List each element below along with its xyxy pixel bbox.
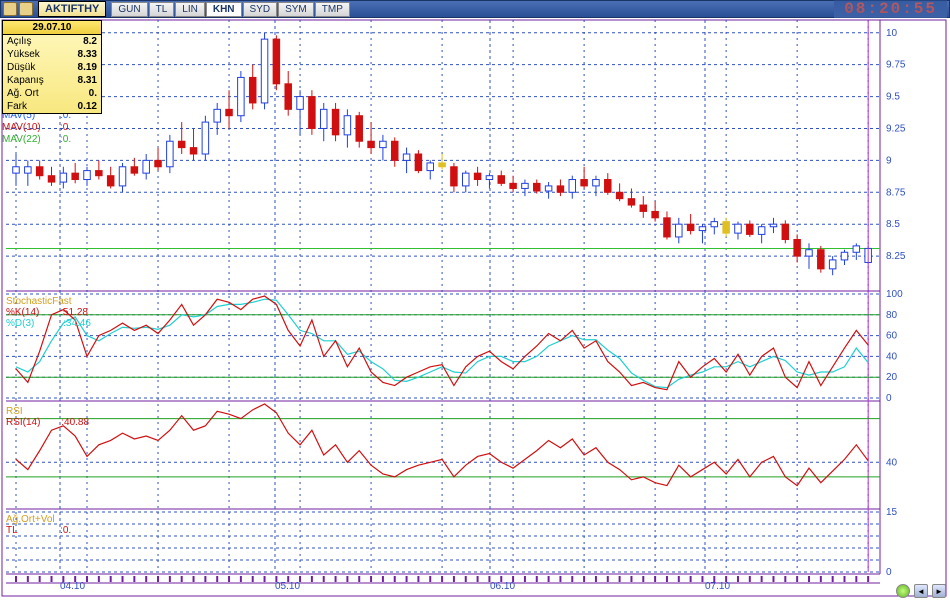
rsi-legend: RSIRSI(14) :40.88	[6, 406, 89, 428]
tab-lin[interactable]: LIN	[175, 2, 205, 17]
tab-gun[interactable]: GUN	[111, 2, 147, 17]
chart-area[interactable]: 8.258.58.7599.259.59.7510020406080100400…	[0, 18, 950, 600]
svg-text:9.5: 9.5	[886, 92, 900, 103]
ohlc-info-box: 29.07.10 Açılış8.2Yüksek8.33Düşük8.19Kap…	[2, 20, 102, 114]
svg-text:40: 40	[886, 351, 898, 362]
svg-text:60: 60	[886, 331, 898, 342]
info-row: Düşük8.19	[3, 61, 101, 74]
info-row: Kapanış8.31	[3, 74, 101, 87]
scroll-left-icon[interactable]: ◄	[914, 584, 928, 598]
svg-text:10: 10	[886, 28, 898, 39]
svg-text:0: 0	[886, 393, 892, 404]
svg-text:100: 100	[886, 289, 903, 300]
tool-icon-2[interactable]	[19, 2, 33, 16]
svg-text:8.5: 8.5	[886, 219, 900, 230]
svg-text:20: 20	[886, 372, 898, 383]
toolbar-icons	[3, 2, 33, 16]
svg-text:40: 40	[886, 457, 898, 468]
tab-syd[interactable]: SYD	[243, 2, 278, 17]
info-row: Fark0.12	[3, 100, 101, 113]
svg-text:8.25: 8.25	[886, 251, 906, 262]
info-row: Açılış8.2	[3, 35, 101, 48]
svg-text:9.75: 9.75	[886, 60, 906, 71]
clock: 08:20:55	[834, 0, 947, 18]
info-row: Ağ. Ort0.	[3, 87, 101, 100]
tab-tmp[interactable]: TMP	[315, 2, 350, 17]
refresh-icon[interactable]	[896, 584, 910, 598]
mav-legend: MAV(5):0.MAV(10):0.MAV(22):0.	[2, 110, 90, 146]
info-row: Yüksek8.33	[3, 48, 101, 61]
scroll-right-icon[interactable]: ►	[932, 584, 946, 598]
info-date: 29.07.10	[3, 21, 101, 35]
svg-text:9.25: 9.25	[886, 123, 906, 134]
svg-text:15: 15	[886, 507, 898, 518]
symbol-box[interactable]: AKTIFTHY	[38, 1, 106, 17]
bottom-bar: ◄ ►	[0, 582, 950, 600]
tabs: GUNTLLINKHNSYDSYMTMP	[111, 2, 349, 17]
svg-text:9: 9	[886, 155, 892, 166]
toolbar: AKTIFTHY GUNTLLINKHNSYDSYMTMP 08:20:55	[0, 0, 950, 18]
tab-sym[interactable]: SYM	[278, 2, 314, 17]
tab-tl[interactable]: TL	[149, 2, 175, 17]
svg-text:80: 80	[886, 310, 898, 321]
volume-legend: Ağ.Ort+VolTL :0.	[6, 514, 71, 536]
tab-khn[interactable]: KHN	[206, 2, 242, 17]
svg-text:0: 0	[886, 567, 892, 578]
tool-icon-1[interactable]	[3, 2, 17, 16]
stochastic-legend: StochasticFast%K(14) :51.28%D(3) :34.46	[6, 296, 91, 329]
svg-text:8.75: 8.75	[886, 187, 906, 198]
